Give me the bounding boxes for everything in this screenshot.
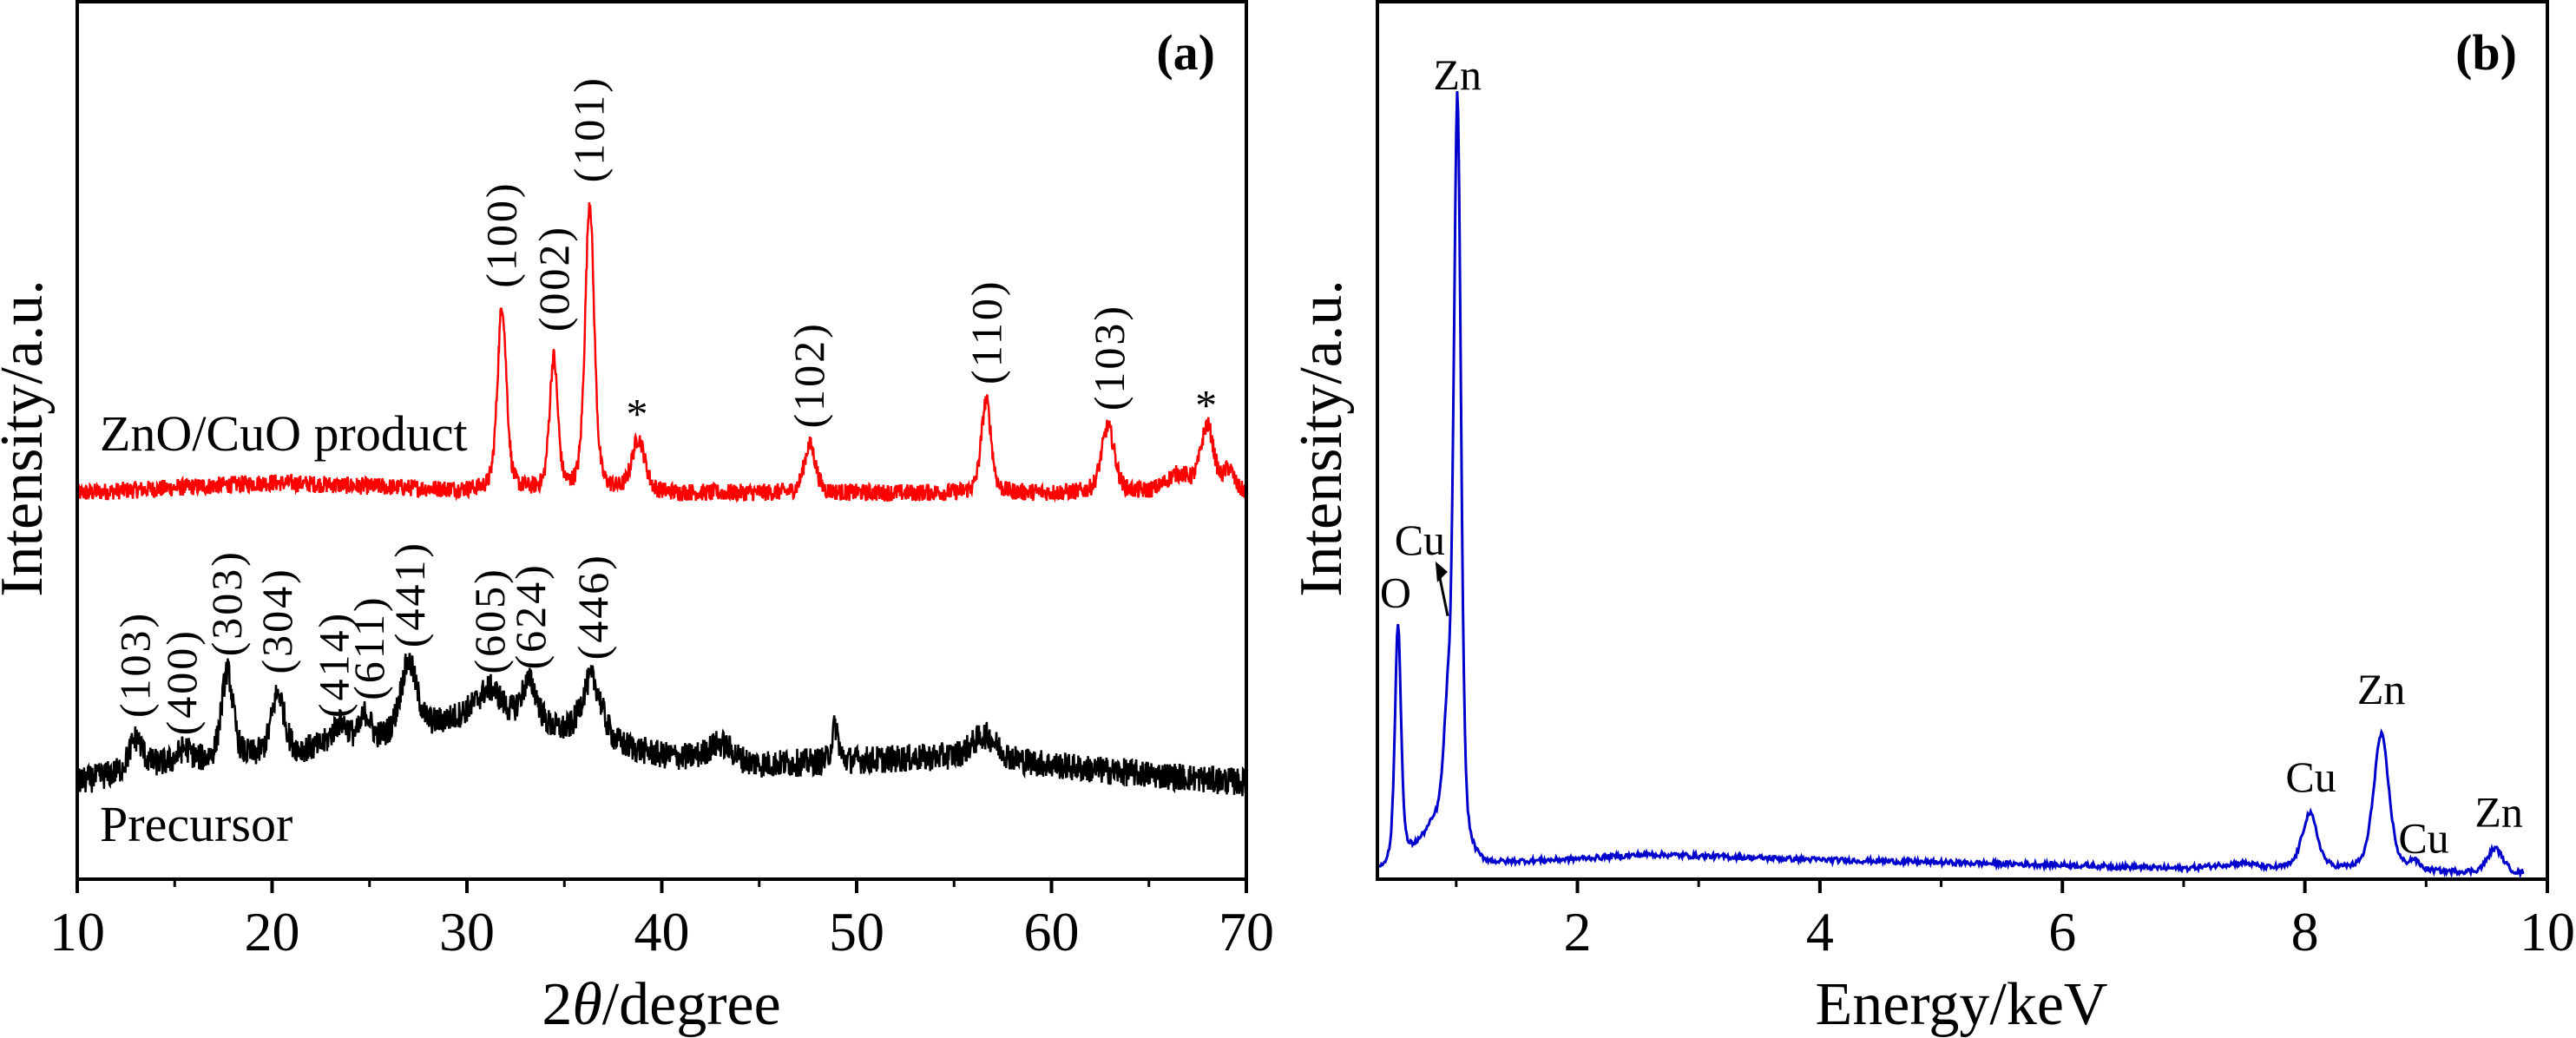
peak-annotation: (414) — [309, 611, 358, 718]
peak-annotation: Zn — [1433, 50, 1482, 99]
peak-annotation: * — [627, 389, 651, 437]
series-line-b-0 — [1377, 91, 2525, 879]
plot-frame-b — [1376, 0, 2549, 881]
peak-annotation: Zn — [2474, 787, 2523, 836]
x-tick-label: 6 — [2048, 901, 2076, 962]
panel-a-xrd-chart: (a) 2θ/degree Intensity/a.u. ZnO/CuO pro… — [0, 0, 1274, 1038]
peak-annotation: (605) — [465, 567, 514, 673]
series-line-a-1 — [76, 653, 1248, 797]
peak-annotation: (102) — [785, 321, 833, 428]
x-axis-title-prefix: 2 — [542, 971, 572, 1038]
arrowhead-icon — [1435, 561, 1448, 582]
peak-annotation: * — [1195, 380, 1219, 429]
peak-annotation: (446) — [568, 553, 617, 660]
peak-annotation: (100) — [476, 181, 525, 287]
x-tick-label: 30 — [439, 901, 495, 962]
x-tick-label: 50 — [829, 901, 884, 962]
x-axis-title-b: Energy/keV — [1816, 971, 2108, 1038]
x-tick-label: 4 — [1806, 901, 1834, 962]
peak-annotation: (304) — [253, 567, 301, 673]
y-axis-title-a: Intensity/a.u. — [0, 279, 56, 596]
peak-annotation: (002) — [529, 225, 578, 332]
x-tick-label: 70 — [1219, 901, 1274, 962]
peak-annotation: Cu — [2285, 752, 2336, 801]
peak-annotation: (103) — [110, 611, 159, 718]
x-tick-label: 10 — [2520, 901, 2575, 962]
series-label-precursor: Precursor — [100, 796, 292, 852]
x-axis-title-theta: θ — [572, 971, 601, 1038]
x-tick-label: 20 — [245, 901, 300, 962]
x-tick-label: 60 — [1024, 901, 1080, 962]
peak-annotation: (624) — [506, 562, 555, 669]
panel-letter-a: (a) — [1156, 24, 1215, 81]
panel-letter-b: (b) — [2455, 24, 2517, 81]
x-axis-title-a: 2θ/degree — [542, 971, 780, 1038]
peak-annotation: Cu — [2398, 814, 2448, 863]
peak-annotation: (101) — [564, 76, 613, 182]
peak-annotation: (611) — [345, 595, 393, 700]
x-tick-label: 2 — [1563, 901, 1591, 962]
peak-annotation: (400) — [157, 628, 206, 735]
peak-annotation: (441) — [385, 541, 434, 647]
peak-annotation: (110) — [962, 279, 1010, 384]
x-tick-label: 40 — [634, 901, 690, 962]
x-tick-label: 10 — [49, 901, 105, 962]
peak-annotation: (303) — [202, 549, 251, 656]
panel-b-eds-chart: (b) Energy/keV Intensity/a.u. ZnOCuCuZnC… — [1288, 0, 2575, 1038]
peak-annotation: Cu — [1395, 516, 1445, 564]
x-axis-title-suffix: /degree — [602, 971, 781, 1038]
series-line-a-0 — [76, 202, 1248, 503]
x-tick-label: 8 — [2291, 901, 2319, 962]
peak-annotation: O — [1380, 568, 1411, 617]
y-axis-title-b: Intensity/a.u. — [1288, 279, 1355, 596]
series-label-product: ZnO/CuO product — [100, 405, 468, 462]
peak-annotation: Zn — [2357, 665, 2406, 713]
peak-annotation: (103) — [1085, 304, 1134, 411]
